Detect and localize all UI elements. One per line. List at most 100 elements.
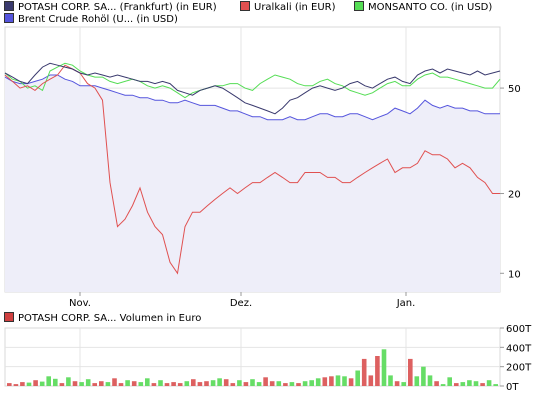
volume-bar-17 bbox=[118, 383, 124, 386]
legend-item-monsanto: MONSANTO CO. (in USD) bbox=[354, 1, 493, 14]
volume-bar-19 bbox=[131, 381, 137, 386]
legend-label-brent: Brent Crude Rohöl (U... (in USD) bbox=[18, 14, 178, 25]
volume-bar-5 bbox=[39, 381, 45, 386]
volume-bar-4 bbox=[33, 380, 38, 386]
volume-bar-35 bbox=[237, 380, 242, 386]
volume-bar-10 bbox=[72, 381, 78, 386]
volume-bar-43 bbox=[289, 382, 295, 386]
y-tick-label-2: 10 bbox=[508, 269, 521, 280]
price-lines bbox=[4, 62, 501, 275]
volume-bar-58 bbox=[388, 375, 393, 386]
volume-bar-15 bbox=[105, 382, 111, 386]
volume-bar-46 bbox=[309, 380, 314, 386]
volume-bar-33 bbox=[223, 379, 229, 386]
volume-bar-14 bbox=[99, 381, 104, 386]
volume-bar-61 bbox=[408, 358, 413, 386]
x-tick-label-1: Dez. bbox=[230, 298, 252, 309]
volume-bar-41 bbox=[276, 381, 282, 386]
volume-bar-21 bbox=[145, 378, 150, 386]
volume-y-tick-label-2: 200T bbox=[506, 363, 532, 374]
volume-bar-70 bbox=[467, 380, 472, 386]
volume-bar-69 bbox=[460, 382, 466, 386]
legend-item-potash: POTASH CORP. SA... (Frankfurt) (in EUR) bbox=[4, 1, 217, 14]
volume-bars bbox=[7, 349, 498, 387]
volume-bar-56 bbox=[375, 356, 380, 386]
volume-bar-0 bbox=[7, 383, 12, 386]
volume-bar-49 bbox=[329, 376, 334, 386]
volume-bar-32 bbox=[217, 378, 222, 386]
volume-bar-72 bbox=[480, 383, 485, 386]
price-y-axis: 50 20 10 bbox=[500, 84, 521, 280]
volume-bar-34 bbox=[230, 383, 236, 386]
y-tick-label-0: 50 bbox=[508, 84, 521, 95]
volume-bar-66 bbox=[440, 384, 446, 386]
volume-bar-29 bbox=[197, 382, 203, 386]
volume-bar-47 bbox=[315, 378, 321, 386]
volume-bar-50 bbox=[335, 375, 341, 386]
volume-bar-52 bbox=[348, 378, 354, 386]
volume-bar-13 bbox=[92, 383, 97, 386]
brent-area-fill bbox=[5, 75, 500, 292]
volume-bar-12 bbox=[85, 379, 91, 386]
legend-item-brent: Brent Crude Rohöl (U... (in USD) bbox=[4, 13, 178, 26]
volume-bar-6 bbox=[46, 376, 51, 386]
volume-bar-11 bbox=[79, 382, 84, 386]
volume-bar-39 bbox=[263, 377, 268, 386]
volume-bar-23 bbox=[158, 380, 163, 386]
volume-bar-55 bbox=[368, 375, 374, 386]
volume-bar-40 bbox=[269, 381, 275, 386]
volume-bar-7 bbox=[53, 378, 58, 387]
volume-bar-25 bbox=[171, 382, 176, 386]
volume-bar-8 bbox=[59, 383, 65, 386]
volume-bar-68 bbox=[454, 383, 459, 386]
volume-bar-24 bbox=[164, 383, 170, 386]
series-line-potash bbox=[4, 62, 501, 115]
volume-chart-frame bbox=[4, 327, 501, 387]
volume-bar-63 bbox=[421, 366, 426, 386]
volume-bar-27 bbox=[184, 381, 190, 386]
series-line-brent bbox=[4, 74, 500, 121]
legend-swatch-potash bbox=[4, 1, 14, 11]
volume-y-tick-label-0: 600T bbox=[506, 324, 532, 335]
legend-swatch-monsanto bbox=[354, 1, 364, 11]
date-x-axis: Nov. Dez. Jan. bbox=[69, 292, 415, 309]
volume-legend-swatch bbox=[4, 312, 14, 322]
volume-bar-26 bbox=[177, 383, 183, 386]
volume-bar-53 bbox=[355, 370, 360, 386]
volume-bar-48 bbox=[322, 377, 328, 386]
volume-bar-2 bbox=[20, 382, 25, 386]
volume-bar-28 bbox=[191, 379, 196, 386]
volume-bar-62 bbox=[414, 376, 420, 386]
volume-bar-20 bbox=[138, 382, 144, 386]
volume-bar-38 bbox=[256, 382, 262, 386]
volume-bar-18 bbox=[125, 380, 130, 386]
legend-item-uralkali: Uralkali (in EUR) bbox=[240, 1, 336, 14]
volume-bar-3 bbox=[26, 382, 32, 386]
brent-area bbox=[5, 75, 500, 292]
volume-legend-label: POTASH CORP. SA... Volumen in Euro bbox=[18, 313, 202, 324]
legend-label-potash: POTASH CORP. SA... (Frankfurt) (in EUR) bbox=[18, 2, 217, 13]
volume-bar-45 bbox=[302, 381, 308, 386]
volume-bar-64 bbox=[427, 375, 433, 386]
volume-bar-51 bbox=[342, 376, 347, 386]
volume-bar-16 bbox=[112, 378, 117, 386]
x-tick-label-2: Jan. bbox=[396, 298, 416, 309]
series-line-uralkali bbox=[4, 64, 500, 275]
volume-bar-44 bbox=[296, 383, 301, 386]
volume-bar-36 bbox=[243, 382, 249, 386]
legend-label-uralkali: Uralkali (in EUR) bbox=[254, 2, 336, 13]
volume-bar-67 bbox=[447, 377, 452, 386]
volume-bar-59 bbox=[394, 381, 400, 386]
legend-label-monsanto: MONSANTO CO. (in USD) bbox=[368, 2, 493, 13]
volume-bar-60 bbox=[401, 382, 406, 386]
volume-bar-54 bbox=[361, 358, 367, 386]
legend-swatch-uralkali bbox=[240, 1, 250, 11]
volume-bar-71 bbox=[473, 381, 479, 386]
volume-bar-31 bbox=[210, 380, 216, 386]
volume-bar-1 bbox=[13, 384, 19, 386]
legend-swatch-brent bbox=[4, 13, 14, 23]
volume-bar-57 bbox=[381, 349, 387, 386]
volume-bar-74 bbox=[493, 384, 498, 386]
volume-y-tick-label-1: 400T bbox=[506, 343, 532, 354]
